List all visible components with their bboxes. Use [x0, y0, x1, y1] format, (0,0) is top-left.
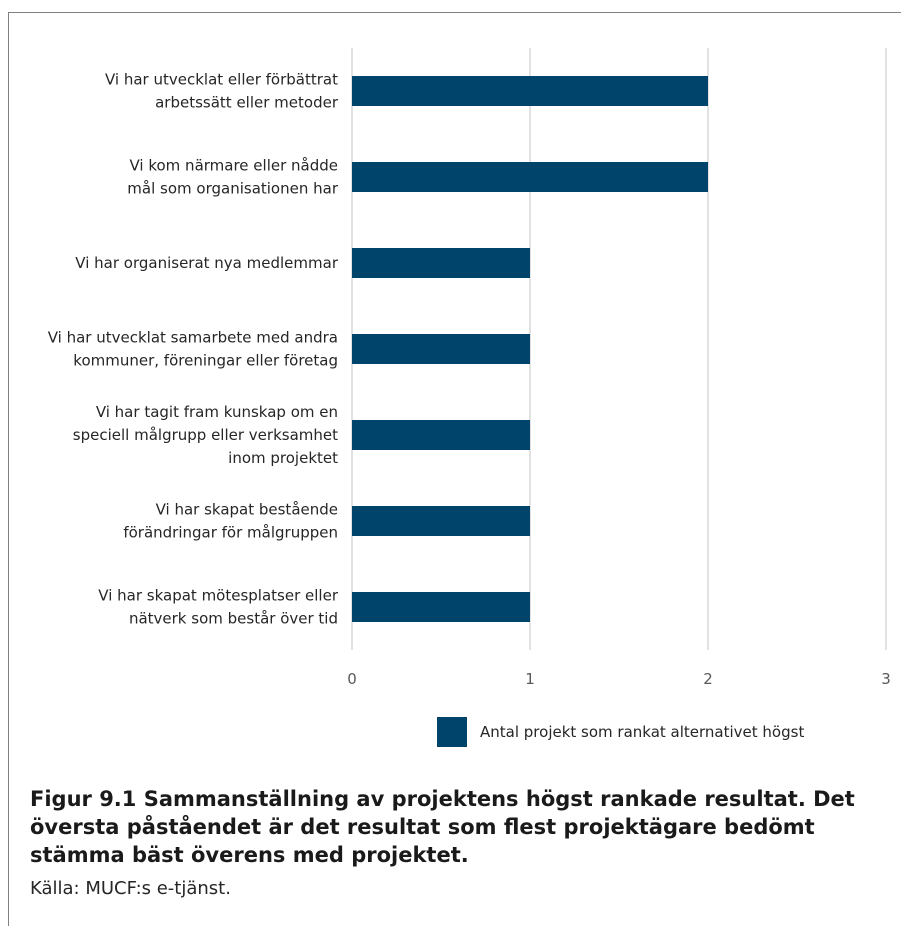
- category-label: inom projektet: [228, 449, 338, 467]
- figure-caption: Figur 9.1 Sammanställning av projektens …: [30, 787, 855, 867]
- bar: [352, 334, 530, 364]
- category-label: speciell målgrupp eller verksamhet: [73, 426, 338, 444]
- bar: [352, 506, 530, 536]
- category-label: Vi har tagit fram kunskap om en: [96, 403, 338, 421]
- bar: [352, 248, 530, 278]
- category-label: kommuner, föreningar eller företag: [73, 352, 338, 370]
- x-tick-label: 2: [703, 670, 713, 688]
- frame-left-border: [8, 12, 9, 926]
- bars: [352, 76, 708, 622]
- category-label: förändringar för målgruppen: [123, 524, 338, 542]
- x-tick-label: 1: [525, 670, 535, 688]
- legend-swatch: [437, 717, 467, 747]
- legend-label: Antal projekt som rankat alternativet hö…: [480, 723, 805, 741]
- category-label: Vi har skapat bestående: [156, 501, 338, 519]
- legend: Antal projekt som rankat alternativet hö…: [437, 717, 804, 747]
- bar-chart: Vi har utvecklat eller förbättrat arbetss…: [48, 48, 891, 688]
- figure-source: Källa: MUCF:s e-tjänst.: [30, 878, 231, 899]
- bar: [352, 592, 530, 622]
- category-label: Vi har utvecklat eller förbättrat: [105, 71, 338, 89]
- category-label: Vi har organiserat nya medlemmar: [75, 254, 339, 272]
- x-tick-label: 3: [881, 670, 891, 688]
- category-label: arbetssätt eller metoder: [155, 94, 339, 112]
- bar: [352, 420, 530, 450]
- bar: [352, 76, 708, 106]
- x-tick-label: 0: [347, 670, 357, 688]
- category-label: Vi kom närmare eller nådde: [129, 157, 338, 175]
- frame-top-border: [8, 12, 901, 13]
- category-labels: Vi har utvecklat eller förbättrat arbetss…: [48, 71, 339, 628]
- bar: [352, 162, 708, 192]
- category-label: Vi har skapat mötesplatser eller: [98, 587, 339, 605]
- category-label: mål som organisationen har: [127, 180, 339, 198]
- category-label: Vi har utvecklat samarbete med andra: [48, 329, 338, 347]
- x-axis-ticks: 0 1 2 3: [347, 670, 891, 688]
- category-label: nätverk som består över tid: [129, 610, 338, 628]
